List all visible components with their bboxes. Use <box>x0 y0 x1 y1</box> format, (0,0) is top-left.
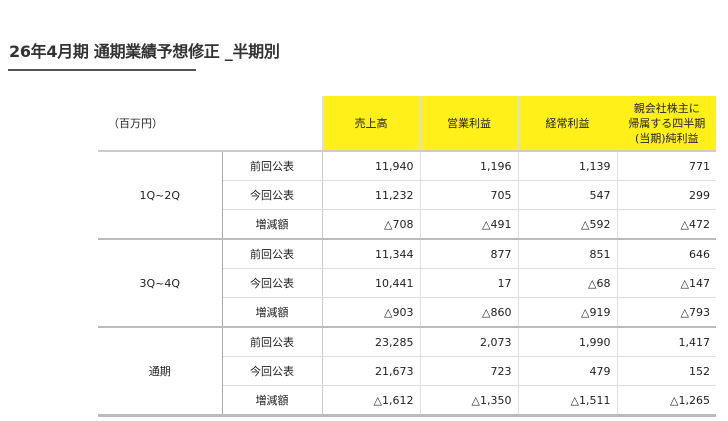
value-cell: 1,196 <box>420 150 519 181</box>
value-cell: △860 <box>420 297 519 328</box>
value-cell: △1,265 <box>617 385 716 417</box>
forecast-revision-table: （百万円） 売上高 営業利益 経常利益 親会社株主に 帰属する四半期 (当期)純… <box>98 96 716 417</box>
value-cell: △1,612 <box>322 385 421 417</box>
value-cell: 10,441 <box>322 268 421 298</box>
value-cell: 2,073 <box>420 327 519 357</box>
value-cell: 771 <box>617 150 716 181</box>
title-underline <box>8 69 196 71</box>
value-cell: 299 <box>617 180 716 210</box>
table-row: 3Q~4Q 前回公表 11,344 877 851 646 <box>98 239 716 328</box>
value-cell: △68 <box>518 268 618 298</box>
table-row: 増減額 △903 △860 △919 △793 <box>98 297 716 328</box>
header-operating-profit: 営業利益 <box>419 96 518 151</box>
row-label: 増減額 <box>222 297 323 328</box>
value-cell: 21,673 <box>322 356 421 386</box>
row-label: 今回公表 <box>222 268 323 298</box>
value-cell: 1,990 <box>518 327 618 357</box>
value-cell: △472 <box>617 209 716 240</box>
value-cell: 11,940 <box>322 150 421 181</box>
value-cell: △147 <box>617 268 716 298</box>
table-row: 通期 前回公表 23,285 2,073 1,990 1,417 <box>98 327 716 417</box>
value-cell: 17 <box>420 268 519 298</box>
row-label: 増減額 <box>222 209 323 240</box>
table-row: 増減額 △1,612 △1,350 △1,511 △1,265 <box>98 385 716 417</box>
value-cell: △592 <box>518 209 618 240</box>
period-label: 1Q~2Q <box>98 150 223 240</box>
row-label: 前回公表 <box>222 239 323 269</box>
value-cell: 152 <box>617 356 716 386</box>
period-label: 通期 <box>98 327 223 417</box>
row-label: 前回公表 <box>222 327 323 357</box>
value-cell: △708 <box>322 209 421 240</box>
value-cell: 877 <box>420 239 519 269</box>
row-label: 今回公表 <box>222 180 323 210</box>
row-label: 増減額 <box>222 385 323 417</box>
value-cell: △491 <box>420 209 519 240</box>
period-label: 3Q~4Q <box>98 239 223 328</box>
row-label: 前回公表 <box>222 150 323 181</box>
value-cell: 705 <box>420 180 519 210</box>
table-row: 今回公表 10,441 17 △68 △147 <box>98 268 716 298</box>
row-label: 今回公表 <box>222 356 323 386</box>
table-row: 今回公表 11,232 705 547 299 <box>98 180 716 210</box>
value-cell: △903 <box>322 297 421 328</box>
value-cell: 479 <box>518 356 618 386</box>
value-cell: 547 <box>518 180 618 210</box>
value-cell: △1,350 <box>420 385 519 417</box>
value-cell: △793 <box>617 297 716 328</box>
header-revenue: 売上高 <box>321 96 420 151</box>
value-cell: 646 <box>617 239 716 269</box>
header-net-profit: 親会社株主に 帰属する四半期 (当期)純利益 <box>616 96 716 151</box>
header-ordinary-profit: 経常利益 <box>517 96 617 151</box>
value-cell: 11,232 <box>322 180 421 210</box>
page-title: 26年4月期 通期業績予想修正 _半期別 <box>9 42 280 61</box>
value-cell: 1,139 <box>518 150 618 181</box>
value-cell: 11,344 <box>322 239 421 269</box>
table-row: 今回公表 21,673 723 479 152 <box>98 356 716 386</box>
value-cell: 23,285 <box>322 327 421 357</box>
value-cell: 723 <box>420 356 519 386</box>
value-cell: △919 <box>518 297 618 328</box>
table-row: 増減額 △708 △491 △592 △472 <box>98 209 716 240</box>
unit-label: （百万円） <box>108 117 163 130</box>
value-cell: 1,417 <box>617 327 716 357</box>
value-cell: 851 <box>518 239 618 269</box>
table-row: 1Q~2Q 前回公表 11,940 1,196 1,139 771 <box>98 150 716 240</box>
value-cell: △1,511 <box>518 385 618 417</box>
